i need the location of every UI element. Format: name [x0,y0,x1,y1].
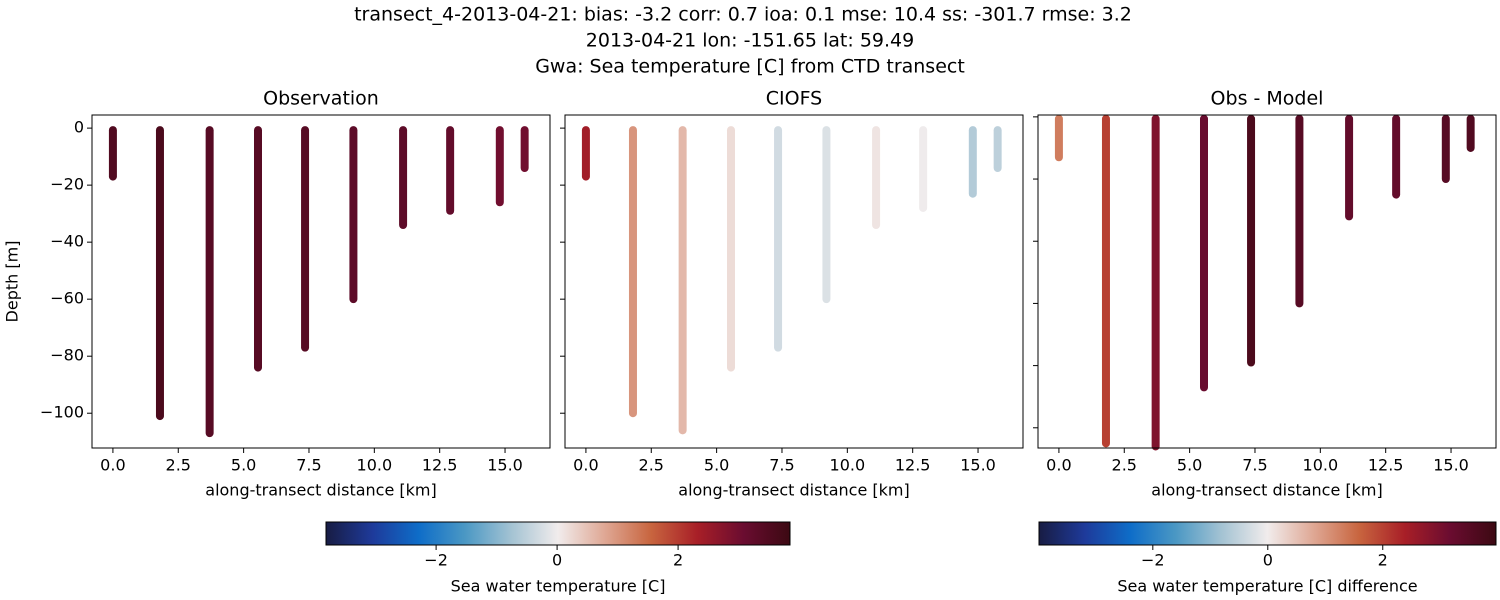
plot-frame [1037,114,1497,449]
x-tick-label: 10.0 [1303,456,1339,475]
x-tick-label: 7.5 [1242,456,1267,475]
x-tick-label: 10.0 [830,456,866,475]
plot-frame [91,114,551,449]
x-axis-label: along-transect distance [km] [678,481,909,500]
colorbar-tick-label: 2 [673,551,683,570]
x-tick-label: 10.0 [357,456,393,475]
colorbar-tick-label: 2 [1378,551,1388,570]
panel-title: CIOFS [766,88,822,110]
x-tick-label: 2.5 [639,456,664,475]
y-tick-label: −40 [50,232,84,251]
x-tick-label: 0.0 [573,456,598,475]
x-tick-label: 5.0 [704,456,729,475]
x-axis-label: along-transect distance [km] [205,481,436,500]
x-tick-label: 15.0 [960,456,996,475]
x-tick-label: 15.0 [1433,456,1469,475]
title-line: Gwa: Sea temperature [C] from CTD transe… [535,56,965,78]
x-tick-label: 2.5 [1112,456,1137,475]
x-tick-label: 0.0 [1046,456,1071,475]
panel-title: Observation [263,88,379,110]
colorbar-tick-label: −2 [1141,551,1165,570]
x-tick-label: 12.5 [422,456,458,475]
y-tick-label: −80 [50,346,84,365]
x-tick-label: 5.0 [1177,456,1202,475]
x-tick-label: 15.0 [487,456,523,475]
y-axis-label: Depth [m] [3,241,22,323]
y-tick-label: 0 [74,118,84,137]
x-tick-label: 7.5 [769,456,794,475]
colorbar-label: Sea water temperature [C] [451,577,666,596]
colorbar-tick-label: −2 [424,551,448,570]
y-tick-label: −20 [50,175,84,194]
x-tick-label: 5.0 [231,456,256,475]
colorbar [325,521,791,546]
x-tick-label: 7.5 [296,456,321,475]
y-tick-label: −100 [40,403,84,422]
title-line: 2013-04-21 lon: -151.65 lat: 59.49 [586,30,914,52]
x-tick-label: 0.0 [100,456,125,475]
colorbar-label: Sea water temperature [C] difference [1117,577,1417,596]
colorbar-tick-label: 0 [1263,551,1273,570]
x-tick-label: 12.5 [1368,456,1404,475]
colorbar [1038,521,1497,546]
x-tick-label: 12.5 [895,456,931,475]
colorbar-tick-label: 0 [552,551,562,570]
panel-title: Obs - Model [1211,88,1324,110]
y-tick-label: −60 [50,289,84,308]
plot-frame [564,114,1024,449]
x-axis-label: along-transect distance [km] [1151,481,1382,500]
title-line: transect_4-2013-04-21: bias: -3.2 corr: … [354,4,1132,26]
x-tick-label: 2.5 [166,456,191,475]
